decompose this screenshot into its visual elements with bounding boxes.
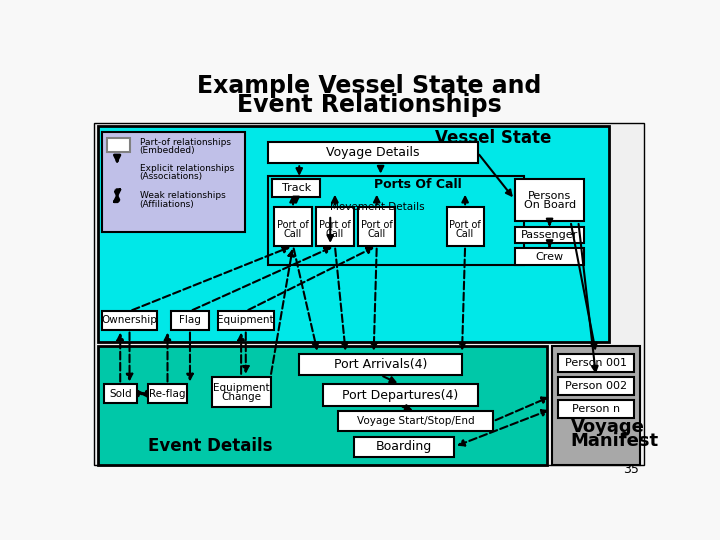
Text: (Affiliations): (Affiliations) — [140, 200, 194, 208]
Text: Ports Of Call: Ports Of Call — [374, 178, 462, 191]
Text: Example Vessel State and: Example Vessel State and — [197, 75, 541, 98]
Text: Event Relationships: Event Relationships — [237, 93, 501, 117]
Bar — [269, 142, 477, 164]
Text: Re-flag: Re-flag — [149, 389, 186, 399]
Bar — [269, 177, 524, 265]
Text: Port of: Port of — [361, 220, 392, 230]
Bar — [515, 179, 585, 221]
Text: Call: Call — [456, 229, 474, 239]
Text: Port of: Port of — [319, 220, 351, 230]
Text: Sold: Sold — [109, 389, 132, 399]
Bar — [354, 437, 454, 457]
Text: Ownership: Ownership — [102, 315, 158, 326]
Text: Voyage Details: Voyage Details — [326, 146, 420, 159]
Text: Equipment: Equipment — [217, 315, 274, 326]
Text: Equipment: Equipment — [213, 383, 269, 393]
Bar — [94, 123, 644, 465]
Text: Voyage Start/Stop/End: Voyage Start/Stop/End — [356, 416, 474, 426]
Text: Port Departures(4): Port Departures(4) — [342, 389, 458, 402]
Bar — [98, 346, 547, 465]
Bar — [171, 311, 209, 330]
Bar — [558, 377, 634, 395]
Text: Change: Change — [221, 393, 261, 402]
Bar — [107, 138, 130, 152]
Text: On Board: On Board — [523, 200, 575, 210]
Text: Vessel State: Vessel State — [435, 129, 551, 147]
Bar — [515, 226, 585, 244]
Text: Explicit relationships: Explicit relationships — [140, 164, 234, 173]
Bar — [272, 179, 320, 197]
Text: Call: Call — [325, 229, 344, 239]
Text: Call: Call — [284, 229, 302, 239]
Text: Event Details: Event Details — [148, 437, 273, 455]
Text: Passenger: Passenger — [521, 230, 578, 240]
Text: Movement Details: Movement Details — [330, 202, 425, 212]
Bar — [98, 126, 609, 342]
Text: (Associations): (Associations) — [140, 172, 203, 181]
Text: Call: Call — [368, 229, 386, 239]
Bar — [148, 384, 187, 403]
Bar — [515, 248, 585, 265]
Text: Weak relationships: Weak relationships — [140, 191, 225, 200]
Text: Port of: Port of — [449, 220, 481, 230]
Text: Person 002: Person 002 — [565, 381, 627, 391]
Text: Port Arrivals(4): Port Arrivals(4) — [334, 358, 427, 371]
Text: Persons: Persons — [528, 191, 571, 201]
Text: Flag: Flag — [179, 315, 201, 326]
Text: Crew: Crew — [536, 252, 564, 261]
Bar — [558, 354, 634, 372]
Bar — [102, 132, 245, 232]
Text: Person 001: Person 001 — [565, 358, 627, 368]
Bar — [102, 311, 158, 330]
Text: Person n: Person n — [572, 404, 620, 414]
Bar — [274, 207, 312, 246]
Text: Boarding: Boarding — [376, 440, 432, 453]
Bar — [212, 377, 271, 408]
Bar — [446, 207, 484, 246]
Bar — [552, 346, 640, 465]
Text: (Embedded): (Embedded) — [140, 146, 195, 155]
Bar — [338, 411, 493, 431]
Bar — [218, 311, 274, 330]
Text: Manifest: Manifest — [570, 431, 659, 450]
Bar — [323, 384, 477, 406]
Bar — [104, 384, 137, 403]
Text: Port of: Port of — [277, 220, 309, 230]
Text: Part-of relationships: Part-of relationships — [140, 138, 230, 147]
Text: 35: 35 — [623, 463, 639, 476]
Bar — [300, 354, 462, 375]
Bar — [558, 400, 634, 418]
Text: Track: Track — [282, 183, 311, 193]
Bar — [316, 207, 354, 246]
Bar — [358, 207, 395, 246]
Text: Voyage: Voyage — [570, 418, 644, 436]
